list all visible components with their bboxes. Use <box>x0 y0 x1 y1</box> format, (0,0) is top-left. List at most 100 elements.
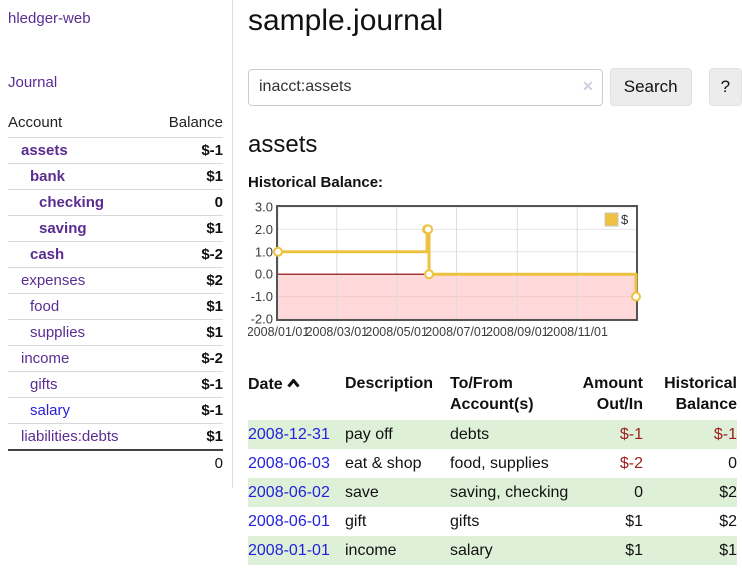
txn-header-date[interactable]: Date <box>248 371 345 420</box>
table-row: salary $-1 <box>8 397 223 424</box>
sidebar-item-journal[interactable]: Journal <box>8 74 58 91</box>
account-link-income[interactable]: income <box>21 350 70 367</box>
search-input[interactable] <box>248 68 603 106</box>
txn-balance: $2 <box>719 513 737 530</box>
account-balance: $-1 <box>152 397 223 424</box>
table-row: liabilities:debts $1 <box>8 423 223 450</box>
table-row: checking 0 <box>8 189 223 216</box>
account-link-supplies[interactable]: supplies <box>30 324 86 341</box>
txn-date-link[interactable]: 2008-06-03 <box>248 455 330 472</box>
table-row: expenses $2 <box>8 267 223 294</box>
txn-accounts: salary <box>450 542 493 559</box>
account-balance: $1 <box>152 163 223 190</box>
txn-date-link[interactable]: 2008-06-02 <box>248 484 330 501</box>
accounts-total-value: 0 <box>152 449 223 476</box>
svg-text:2008/01/01: 2008/01/01 <box>248 325 309 339</box>
txn-date-link[interactable]: 2008-01-01 <box>248 542 330 559</box>
transactions-table: Date Description To/From Account(s) Amou… <box>248 371 737 565</box>
page-title: sample.journal <box>248 4 444 37</box>
account-balance: $1 <box>152 319 223 346</box>
svg-text:2008/03/01: 2008/03/01 <box>306 325 369 339</box>
txn-balance: 0 <box>728 455 737 472</box>
account-link-assets[interactable]: assets <box>21 142 68 159</box>
txn-description: eat & shop <box>345 455 422 472</box>
sort-ascending-icon <box>287 373 300 394</box>
table-row: 2008-06-03 eat & shop food, supplies $-2… <box>248 449 737 478</box>
search-form: ✕ Search ? <box>248 68 742 106</box>
txn-header-balance: Historical Balance <box>664 375 737 413</box>
account-link-bank[interactable]: bank <box>30 168 66 185</box>
txn-amount: $1 <box>625 542 643 559</box>
txn-accounts: saving, checking <box>450 484 569 501</box>
txn-header-accounts: To/From Account(s) <box>450 375 534 413</box>
txn-amount: 0 <box>634 484 643 501</box>
account-balance: $1 <box>152 215 223 242</box>
svg-text:2008/09/01: 2008/09/01 <box>486 325 549 339</box>
account-balance: $1 <box>152 293 223 320</box>
account-balance: $-1 <box>152 371 223 398</box>
account-balance: $2 <box>152 267 223 294</box>
txn-amount: $-2 <box>619 455 643 472</box>
account-link-saving[interactable]: saving <box>39 220 87 237</box>
table-row: gifts $-1 <box>8 371 223 398</box>
txn-description: pay off <box>345 426 393 443</box>
chart-title: Historical Balance: <box>248 174 384 191</box>
accounts-table: Account Balance assets $-1 bank $1 check… <box>8 112 223 476</box>
account-link-expenses[interactable]: expenses <box>21 272 86 289</box>
txn-accounts: gifts <box>450 513 480 530</box>
svg-text:-2.0: -2.0 <box>251 312 273 327</box>
accounts-total-row: 0 <box>8 449 223 476</box>
txn-date-link[interactable]: 2008-12-31 <box>248 426 330 443</box>
svg-text:3.0: 3.0 <box>255 202 273 215</box>
svg-text:1.0: 1.0 <box>255 244 273 259</box>
account-link-checking[interactable]: checking <box>39 194 105 211</box>
table-row: income $-2 <box>8 345 223 372</box>
txn-header-amount: Amount Out/In <box>582 375 643 413</box>
svg-text:0.0: 0.0 <box>255 267 273 282</box>
account-heading: assets <box>248 131 318 158</box>
svg-text:2008/07/01: 2008/07/01 <box>425 325 488 339</box>
table-row: saving $1 <box>8 215 223 242</box>
account-link-salary[interactable]: salary <box>30 402 71 419</box>
txn-balance: $1 <box>719 542 737 559</box>
txn-description: income <box>345 542 397 559</box>
account-link-food[interactable]: food <box>30 298 60 315</box>
table-row: 2008-06-01 gift gifts $1 $2 <box>248 507 737 536</box>
txn-accounts: food, supplies <box>450 455 549 472</box>
table-row: 2008-12-31 pay off debts $-1 $-1 <box>248 420 737 449</box>
txn-amount: $-1 <box>619 426 643 443</box>
txn-accounts: debts <box>450 426 490 443</box>
accounts-header-balance: Balance <box>168 114 223 131</box>
account-balance: $-2 <box>152 345 223 372</box>
txn-date-link[interactable]: 2008-06-01 <box>248 513 330 530</box>
sidebar: hledger-web Journal Account Balance asse… <box>0 0 233 488</box>
account-link-gifts[interactable]: gifts <box>30 376 58 393</box>
search-button[interactable]: Search <box>609 68 692 106</box>
table-row: 2008-01-01 income salary $1 $1 <box>248 536 737 565</box>
main-content: sample.journal ✕ Search ? assets Histori… <box>234 0 742 565</box>
txn-balance: $2 <box>719 484 737 501</box>
table-row: food $1 <box>8 293 223 320</box>
account-link-cash[interactable]: cash <box>30 246 65 263</box>
account-balance: $-1 <box>152 137 223 164</box>
svg-text:2008/11/01: 2008/11/01 <box>546 325 608 339</box>
txn-header-date-label: Date <box>248 376 283 393</box>
txn-description: save <box>345 484 379 501</box>
account-balance: $1 <box>152 423 223 450</box>
help-button[interactable]: ? <box>708 68 742 106</box>
svg-text:2008/05/01: 2008/05/01 <box>365 325 428 339</box>
txn-header-description: Description <box>345 375 434 392</box>
table-row: 2008-06-02 save saving, checking 0 $2 <box>248 478 737 507</box>
accounts-header-account: Account <box>8 114 63 131</box>
table-row: bank $1 <box>8 163 223 190</box>
app-title-link[interactable]: hledger-web <box>8 10 91 27</box>
txn-balance: $-1 <box>713 426 737 443</box>
account-link-liabilities-debts[interactable]: liabilities:debts <box>21 428 119 445</box>
account-balance: $-2 <box>152 241 223 268</box>
historical-balance-chart: $3.0 2.0 1.0 0.0 -1.0 -2.0 2008/01/01 2008/03/0… <box>247 200 742 350</box>
search-clear-icon[interactable]: ✕ <box>582 77 594 94</box>
table-row: supplies $1 <box>8 319 223 346</box>
txn-description: gift <box>345 513 367 530</box>
table-row: assets $-1 <box>8 137 223 164</box>
svg-text:$: $ <box>621 212 629 227</box>
